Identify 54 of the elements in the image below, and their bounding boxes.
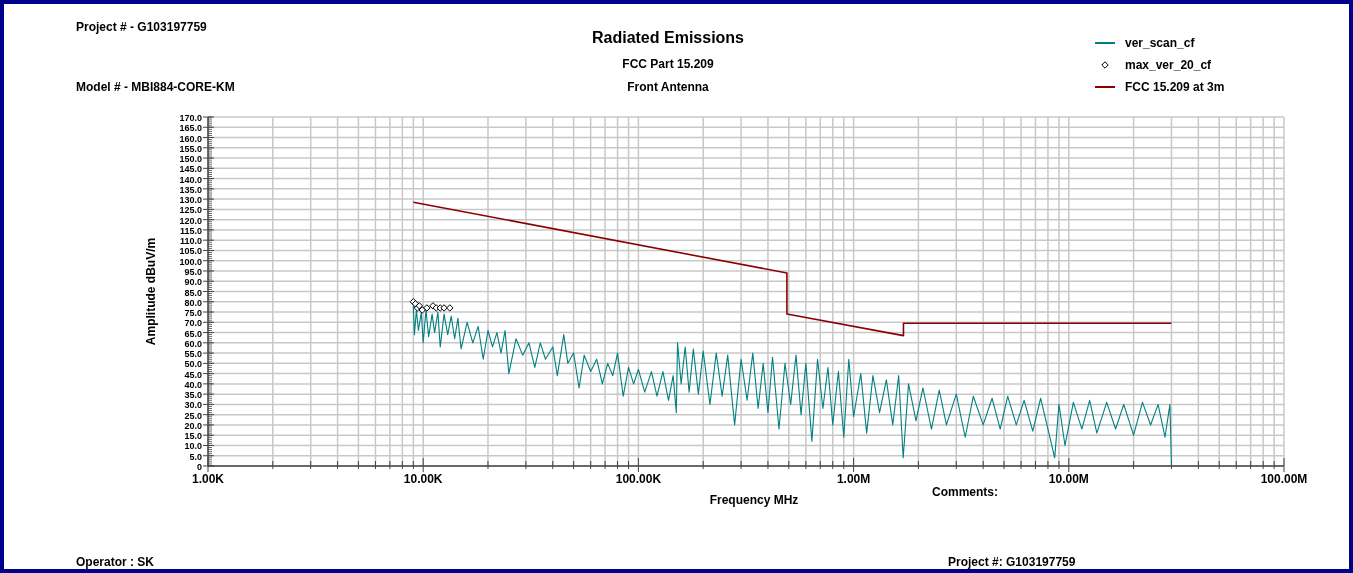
legend-label: ver_scan_cf: [1125, 36, 1196, 50]
y-tick-label: 45.0: [184, 369, 202, 380]
y-tick-label: 35.0: [184, 390, 202, 401]
y-tick-label: 60.0: [184, 338, 202, 349]
y-tick-label: 65.0: [184, 328, 202, 339]
x-axis-title: Frequency MHz: [709, 493, 799, 507]
y-tick-label: 40.0: [184, 379, 202, 390]
y-tick-label: 150.0: [179, 154, 202, 165]
x-tick-label: 10.00K: [403, 472, 443, 486]
y-tick-label: 160.0: [179, 133, 202, 144]
text: Comments:: [932, 485, 999, 499]
x-tick-label: 100.00M: [1260, 472, 1308, 486]
legend-label: FCC 15.209 at 3m: [1125, 80, 1225, 94]
y-tick-label: 110.0: [179, 236, 202, 247]
y-tick-label: 100.0: [179, 256, 202, 267]
y-tick-label: 25.0: [184, 410, 202, 421]
y-tick-label: 170.0: [179, 113, 202, 123]
text: Operator : SK: [76, 555, 155, 569]
y-tick-label: 30.0: [184, 400, 202, 411]
chart-subtitle: FCC Part 15.209: [622, 57, 715, 71]
x-tick-label: 100.00K: [615, 472, 662, 486]
y-tick-label: 20.0: [184, 420, 202, 431]
chart-title: Radiated Emissions: [591, 29, 745, 46]
y-tick-label: 80.0: [184, 297, 202, 308]
y-tick-label: 15.0: [184, 431, 202, 442]
y-tick-label: 105.0: [179, 246, 202, 257]
y-tick-label: 95.0: [184, 266, 202, 277]
y-tick-label: 165.0: [179, 123, 202, 134]
y-tick-label: 155.0: [179, 143, 202, 154]
y-tick-label: 0: [196, 462, 202, 472]
y-tick-label: 125.0: [179, 205, 202, 216]
text: Model # - MBI884-CORE-KM: [76, 80, 235, 94]
y-tick-label: 90.0: [184, 277, 202, 288]
text: Front Antenna: [627, 80, 710, 94]
x-tick-label: 1.00M: [836, 472, 871, 486]
y-tick-label: 5.0: [189, 451, 202, 462]
y-tick-label: 140.0: [179, 174, 202, 185]
y-tick-label: 10.0: [184, 441, 202, 452]
y-tick-label: 130.0: [179, 195, 202, 206]
x-tick-label: 1.00K: [191, 472, 225, 486]
y-tick-label: 145.0: [179, 164, 202, 175]
text: Project # - G103197759: [76, 20, 208, 34]
y-tick-label: 75.0: [184, 308, 202, 319]
y-tick-label: 115.0: [179, 225, 202, 236]
legend-label: max_ver_20_cf: [1125, 58, 1213, 72]
text: Project #: G103197759: [948, 555, 1076, 569]
y-tick-label: 50.0: [184, 359, 202, 370]
x-tick-label: 10.00M: [1048, 472, 1089, 486]
y-axis-title: Amplitude dBuV/m: [144, 237, 158, 346]
y-tick-label: 70.0: [184, 318, 202, 329]
y-tick-label: 135.0: [179, 184, 202, 195]
y-tick-label: 55.0: [184, 349, 202, 360]
y-tick-label: 85.0: [184, 287, 202, 298]
y-tick-label: 120.0: [179, 215, 202, 226]
